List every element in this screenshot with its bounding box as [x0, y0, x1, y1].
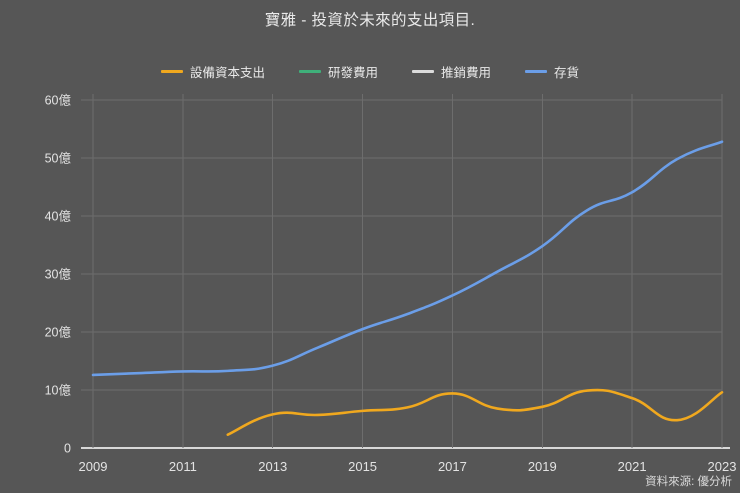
legend-swatch-icon	[525, 70, 548, 73]
legend-label: 存貨	[554, 66, 580, 80]
x-tick-label: 2009	[79, 459, 108, 474]
legend-swatch-icon	[412, 70, 434, 73]
x-tick-label: 2017	[438, 459, 467, 474]
y-tick-label: 50億	[45, 152, 72, 166]
chart-title: 寶雅 - 投資於未來的支出項目.	[264, 12, 476, 29]
legend-swatch-icon	[298, 70, 321, 73]
chart-legend: 設備資本支出 研發費用 推銷費用 存貨	[0, 62, 740, 81]
y-tick-label: 60億	[45, 94, 72, 108]
x-tick-label: 2019	[528, 459, 557, 474]
x-tick-label: 2021	[618, 459, 647, 474]
source-note: 資料來源: 優分析	[645, 476, 732, 488]
legend-item[interactable]: 研發費用	[298, 62, 378, 81]
series-line	[91, 140, 724, 377]
legend-label: 推銷費用	[441, 66, 492, 80]
series-line	[226, 388, 724, 436]
legend-item[interactable]: 存貨	[525, 62, 579, 81]
legend-item[interactable]: 推銷費用	[412, 62, 491, 81]
y-tick-label: 20億	[45, 326, 72, 340]
y-tick-label: 40億	[45, 210, 72, 224]
legend-item[interactable]: 設備資本支出	[160, 62, 265, 81]
y-tick-label: 0	[64, 442, 71, 456]
legend-swatch-icon	[160, 70, 183, 73]
x-tick-label: 2013	[258, 459, 287, 474]
x-tick-label: 2015	[348, 459, 377, 474]
y-tick-label: 30億	[45, 268, 72, 282]
x-tick-label: 2023	[708, 459, 737, 474]
legend-label: 設備資本支出	[189, 66, 265, 80]
legend-label: 研發費用	[327, 66, 378, 80]
x-tick-label: 2011	[169, 459, 197, 474]
y-tick-label: 10億	[45, 384, 72, 398]
